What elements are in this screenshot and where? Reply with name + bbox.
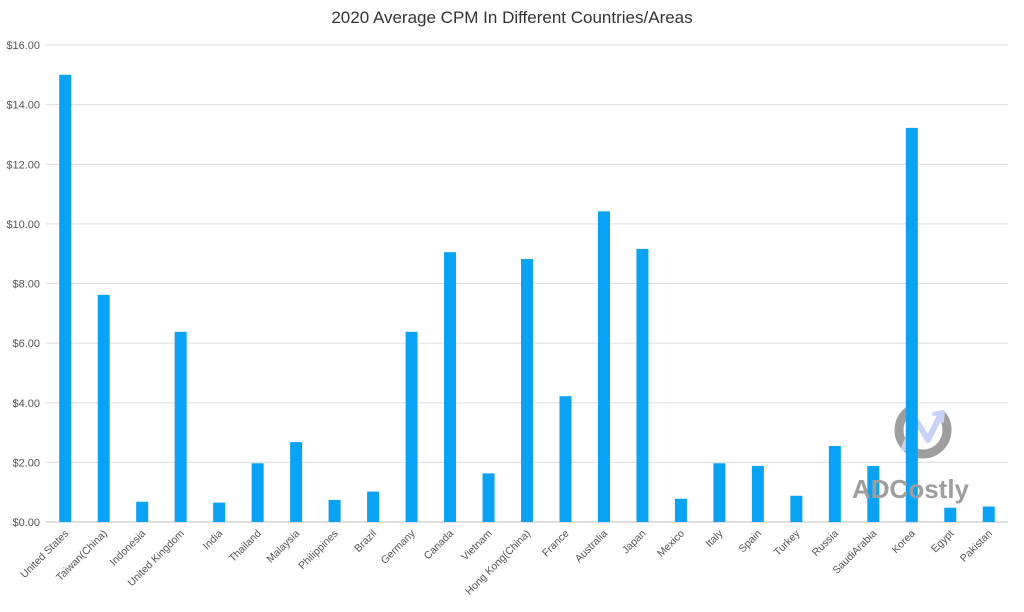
x-tick-label: Germany: [379, 527, 419, 567]
bar: [482, 473, 495, 522]
x-tick-label: Korea: [890, 528, 918, 556]
x-tick-label: Mexico: [655, 528, 687, 560]
bar: [367, 491, 380, 522]
x-tick-label: Australia: [573, 528, 610, 565]
y-tick-label: $6.00: [12, 338, 40, 350]
x-tick-label: Russia: [810, 528, 841, 559]
bar: [790, 495, 803, 522]
x-tick-label: Brazil: [352, 528, 379, 555]
x-tick-label: Canada: [422, 528, 457, 563]
bar: [290, 442, 303, 522]
bar: [251, 463, 264, 522]
bar: [674, 498, 687, 522]
bar: [713, 463, 726, 522]
bar: [521, 259, 533, 522]
bar: [751, 465, 764, 522]
bar: [982, 506, 995, 522]
x-tick-label: Italy: [703, 527, 726, 550]
x-axis: United StatesTaiwan(China)IndonesiaUnite…: [18, 527, 995, 598]
bar: [559, 396, 572, 522]
bar: [328, 499, 341, 522]
x-tick-label: Pakistan: [958, 528, 995, 565]
x-tick-label: Philippines: [296, 528, 340, 572]
bar: [405, 331, 418, 522]
bar: [444, 252, 457, 522]
x-tick-label: Thailand: [227, 528, 264, 565]
bar: [905, 127, 918, 522]
x-tick-label: Hong Kong(China): [463, 528, 533, 598]
x-tick-label: Egypt: [929, 528, 957, 556]
bar: [597, 211, 610, 522]
y-tick-label: $2.00: [12, 457, 40, 469]
bar: [213, 502, 226, 522]
y-tick-label: $0.00: [12, 517, 40, 529]
x-tick-label: Malaysia: [264, 528, 302, 566]
x-tick-label: Japan: [620, 528, 649, 557]
bar: [136, 501, 149, 522]
y-tick-label: $14.00: [6, 100, 40, 112]
y-tick-label: $4.00: [12, 398, 40, 410]
y-tick-label: $12.00: [6, 159, 40, 171]
x-tick-label: Turkey: [772, 527, 803, 558]
x-tick-label: France: [540, 528, 572, 560]
y-tick-label: $8.00: [12, 279, 40, 291]
x-tick-label: Spain: [737, 528, 765, 556]
bar: [636, 248, 649, 523]
y-tick-label: $16.00: [6, 40, 40, 52]
bar: [867, 465, 880, 522]
y-tick-label: $10.00: [6, 219, 40, 231]
bar: [944, 507, 957, 522]
watermark-text: ADCostly: [852, 474, 970, 504]
bar: [97, 294, 110, 522]
bar: [59, 74, 72, 522]
bars: [59, 74, 995, 523]
x-tick-label: Indonesia: [108, 528, 149, 569]
x-tick-label: Vietnam: [459, 527, 495, 563]
adcostly-logo-icon: [894, 401, 952, 459]
x-tick-label: India: [201, 528, 226, 553]
bar: [174, 331, 187, 522]
chart-title: 2020 Average CPM In Different Countries/…: [331, 8, 693, 27]
y-axis: $0.00 $2.00 $4.00 $6.00 $8.00 $10.00 $12.00 $14…: [6, 40, 40, 529]
bar: [828, 445, 841, 522]
